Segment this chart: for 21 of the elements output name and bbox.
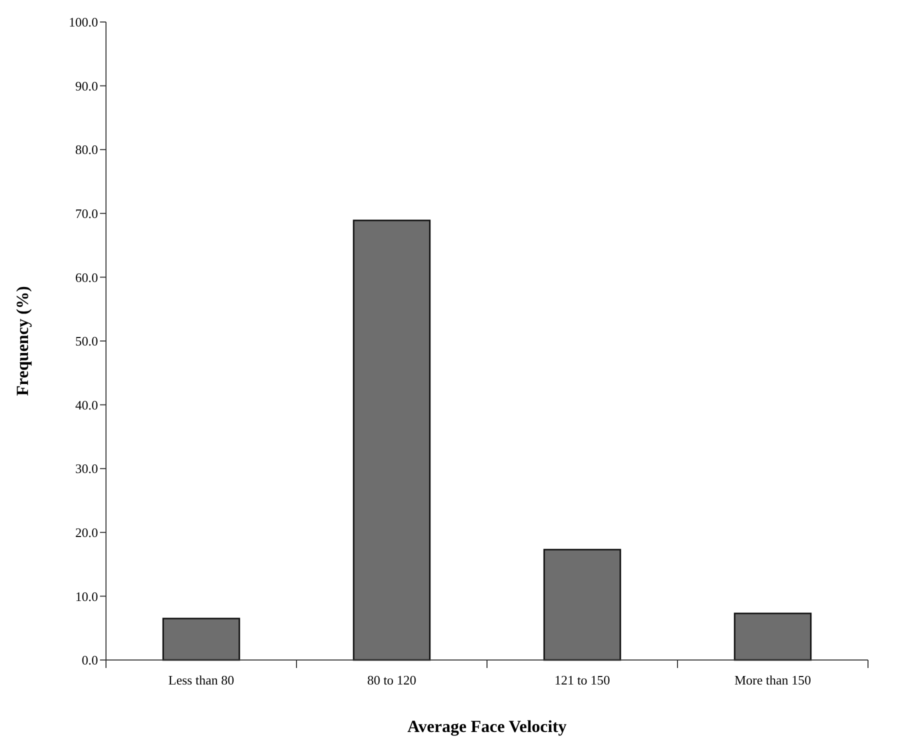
y-tick-label: 80.0: [75, 142, 98, 158]
y-tick-label: 60.0: [75, 270, 98, 285]
y-tick-label: 20.0: [75, 524, 98, 540]
x-tick-label: Less than 80: [168, 672, 234, 688]
y-tick-label: 50.0: [75, 334, 98, 349]
y-tick-label: 10.0: [75, 588, 98, 604]
y-axis-title: Frequency (%): [13, 286, 32, 396]
x-tick-label: 121 to 150: [554, 672, 610, 688]
bar: [734, 612, 812, 661]
y-tick-label: 40.0: [75, 397, 98, 412]
bar: [162, 618, 240, 661]
y-tick-label: 70.0: [75, 206, 98, 221]
y-tick-label: 0.0: [82, 652, 98, 668]
x-tick-label: 80 to 120: [367, 672, 416, 688]
bar: [543, 548, 622, 661]
y-tick-label: 90.0: [75, 78, 98, 94]
x-tick-label: More than 150: [734, 672, 812, 688]
y-tick-label: 100.0: [68, 14, 98, 30]
bar: [352, 220, 431, 661]
x-axis-title: Average Face Velocity: [407, 717, 568, 736]
y-tick-label: 30.0: [75, 461, 98, 476]
